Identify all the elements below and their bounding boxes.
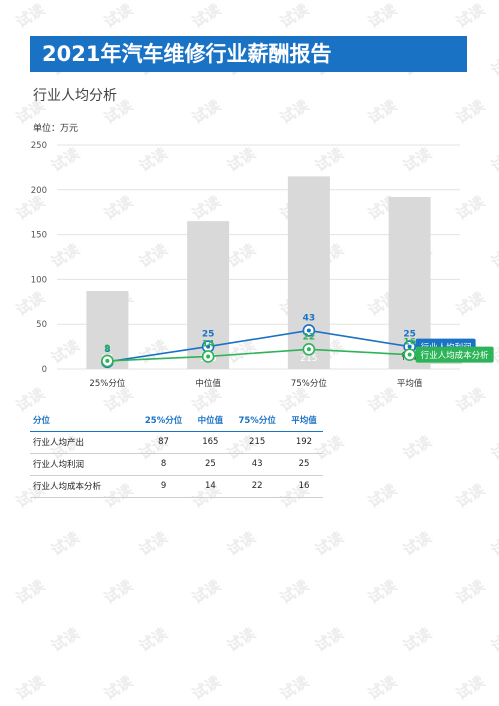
y-tick-label: 100	[31, 275, 47, 285]
table-body: 行业人均产出 87 165 215 192 行业人均利润 8 25 43 25 行业人均成本分析 9 1…	[30, 431, 323, 498]
watermark-text: 试读	[399, 432, 435, 464]
bar	[287, 176, 330, 369]
section-title: 行业人均分析	[33, 88, 117, 104]
table-header-cell: 25%分位	[135, 410, 192, 432]
table-cell: 165	[191, 431, 230, 454]
table-cell: 43	[229, 453, 285, 476]
chart: 0501001502002508716521519225%分位中位值75%分位平…	[31, 141, 494, 389]
watermark-text: 试读	[12, 672, 48, 704]
watermark-text: 试读	[223, 624, 259, 656]
watermark-text: 试读	[399, 528, 435, 560]
y-tick-label: 150	[31, 231, 47, 241]
line-value-label: 8	[104, 345, 110, 355]
line-value-label: 14	[202, 339, 215, 349]
watermark-text: 试读	[399, 624, 435, 656]
watermark-text: 试读	[311, 528, 347, 560]
watermark-text: 试读	[487, 432, 499, 464]
watermark-text: 试读	[452, 576, 488, 608]
table-header-cell: 分位	[30, 410, 136, 432]
row-label: 行业人均利润	[30, 453, 136, 476]
line-point-dot	[105, 358, 110, 363]
watermark-text: 试读	[452, 480, 488, 512]
table-cell: 14	[191, 475, 230, 498]
line-point-dot	[306, 347, 311, 352]
table-cell: 215	[229, 431, 285, 454]
watermark-text: 试读	[364, 672, 400, 704]
line-point-dot	[306, 328, 311, 333]
watermark-text: 试读	[47, 528, 83, 560]
watermark-text: 试读	[47, 624, 83, 656]
legend-tag-line	[415, 346, 494, 363]
table-cell: 192	[284, 431, 323, 454]
watermark-text: 试读	[487, 624, 499, 656]
report-title: 2021年汽车维修行业薪酬报告	[30, 36, 467, 72]
watermark-text: 试读	[452, 672, 488, 704]
watermark-text: 试读	[100, 672, 136, 704]
y-tick-label: 250	[31, 141, 47, 151]
watermark-text: 试读	[12, 576, 48, 608]
watermark-text: 试读	[364, 576, 400, 608]
y-tick-label: 0	[42, 365, 47, 375]
x-tick-label: 中位值	[195, 378, 221, 389]
table-row: 行业人均产出 87 165 215 192	[30, 431, 323, 454]
line-value-label: 43	[303, 313, 316, 323]
line-value-label: 25	[202, 330, 215, 340]
line-value-label: 16	[403, 338, 416, 348]
table-row: 行业人均利润 8 25 43 25	[30, 453, 323, 476]
table-cell: 25	[191, 453, 230, 476]
table-header-cell: 平均值	[284, 410, 323, 432]
watermark-text: 试读	[364, 480, 400, 512]
table-cell: 16	[284, 475, 323, 498]
table-cell: 22	[229, 475, 285, 498]
watermark-text: 试读	[135, 528, 171, 560]
data-table: 分位 25%分位 中位值 75%分位 平均值 行业人均产出 87 165 215 192 行业人均…	[30, 410, 323, 498]
x-tick-label: 25%分位	[89, 378, 125, 389]
table-header-cell: 75%分位	[229, 410, 285, 432]
y-tick-label: 50	[36, 320, 47, 330]
watermark-text: 试读	[100, 576, 136, 608]
watermark-text: 试读	[487, 528, 499, 560]
watermark-text: 试读	[188, 672, 224, 704]
table-cell: 9	[135, 475, 192, 498]
y-tick-label: 200	[31, 186, 47, 196]
watermark-text: 试读	[135, 624, 171, 656]
line-point-dot	[206, 354, 211, 359]
watermark-text: 试读	[311, 624, 347, 656]
line-point-dot	[407, 344, 412, 349]
line-value-label: 22	[303, 332, 316, 342]
watermark-text: 试读	[188, 576, 224, 608]
bar-value-label: 215	[300, 354, 317, 364]
table-header-cell: 中位值	[191, 410, 230, 432]
line-value-label: 25	[403, 330, 416, 340]
x-tick-label: 平均值	[397, 378, 423, 389]
line-value-label: 9	[104, 344, 110, 354]
x-tick-label: 75%分位	[291, 378, 327, 389]
line-point-dot	[206, 344, 211, 349]
watermark-text: 试读	[223, 528, 259, 560]
row-label: 行业人均产出	[30, 431, 136, 454]
table-header-row: 分位 25%分位 中位值 75%分位 平均值	[30, 410, 323, 432]
series-line	[107, 348, 410, 362]
table-cell: 87	[135, 431, 192, 454]
series-line	[107, 329, 410, 363]
row-label: 行业人均成本分析	[30, 475, 136, 498]
watermark-text: 试读	[276, 672, 312, 704]
line-point-dot	[407, 352, 412, 357]
watermark-text: 试读	[276, 576, 312, 608]
table-cell: 8	[135, 453, 192, 476]
table-row: 行业人均成本分析 9 14 22 16	[30, 475, 323, 498]
legend-label-line: 行业人均成本分析	[421, 350, 490, 361]
table-cell: 25	[284, 453, 323, 476]
unit-label: 单位：万元	[33, 124, 79, 134]
